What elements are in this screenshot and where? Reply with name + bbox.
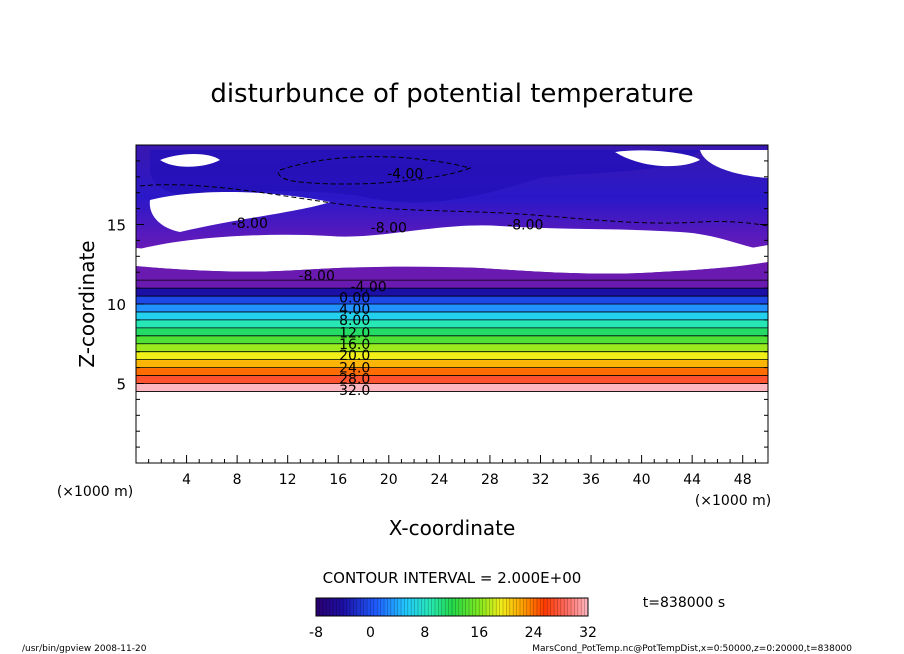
footer-right: MarsCond_PotTemp.nc@PotTempDist,x=0:5000…: [532, 644, 852, 654]
contour-label-8: 8.00: [339, 313, 370, 329]
y-tick-label: 10: [107, 296, 126, 314]
x-tick-label: 48: [734, 472, 752, 488]
x-tick-label: 8: [233, 472, 242, 488]
color-band-0: [136, 383, 768, 392]
colorbar-tick-label: -8: [309, 625, 323, 641]
contour-label-0: -4.00: [387, 167, 423, 183]
contour-label-12: 24.0: [339, 361, 370, 377]
color-band-12: [136, 288, 768, 297]
x-tick-label: 44: [683, 472, 701, 488]
color-band-4: [136, 351, 768, 361]
contour-label-6: 0.00: [339, 291, 370, 307]
colorbar-stripes: [319, 598, 585, 616]
contour-label-1: -8.00: [232, 216, 268, 232]
contour-labels: -4.00-8.00 -8.00 -8.00-8.00-4.000.004.008.…: [232, 167, 544, 399]
x-axis-unit-left: (×1000 m): [57, 484, 133, 500]
x-axis-ticks: 4 8 12 16 20 24 28 32 36 40 44 48: [148, 455, 756, 488]
color-band-8: [136, 319, 768, 329]
contour-lines: [136, 279, 768, 392]
color-band-9: [136, 311, 768, 321]
colorbar-tick-label: 16: [470, 625, 488, 641]
contour-label-2: -8.00: [371, 221, 407, 237]
colorbar: [315, 597, 589, 617]
x-tick-label: 28: [481, 472, 499, 488]
colorbar-ticks: -8 0 8 16 24 32: [309, 625, 597, 641]
color-band-3: [136, 359, 768, 369]
x-tick-label: 24: [430, 472, 448, 488]
white-gap-upper: [149, 192, 330, 232]
colorbar-tick-label: 24: [525, 625, 543, 641]
x-axis-label: X-coordinate: [389, 516, 516, 540]
contour-label-14: 32.0: [339, 383, 370, 399]
color-band-11: [136, 296, 768, 305]
y-tick-label: 5: [116, 376, 126, 394]
white-gap-middle: [136, 225, 768, 274]
white-gap-corner: [700, 150, 768, 178]
dashed-contour-upper: [278, 156, 472, 185]
colorbar-tick-label: 8: [420, 625, 429, 641]
color-band-1: [136, 375, 768, 384]
y-tick-label: 15: [107, 217, 126, 235]
plot-area: -4.00-8.00 -8.00 -8.00-8.00-4.000.004.008.…: [136, 145, 768, 463]
time-label: t=838000 s: [643, 595, 725, 611]
contour-interval-text: CONTOUR INTERVAL = 2.000E+00: [323, 569, 582, 587]
contour-label-11: 20.0: [339, 348, 370, 364]
x-tick-label: 20: [380, 472, 398, 488]
colorbar-tick-label: 32: [579, 625, 597, 641]
x-tick-label: 4: [182, 472, 191, 488]
colorbar-tick-label: 0: [366, 625, 375, 641]
color-band-10: [136, 304, 768, 313]
color-band-5: [136, 343, 768, 353]
x-tick-label: 36: [582, 472, 600, 488]
contour-label-9: 12.0: [339, 326, 370, 342]
color-band-2: [136, 367, 768, 377]
footer-left: /usr/bin/gpview 2008-11-20: [22, 644, 147, 654]
color-band-7: [136, 327, 768, 337]
x-axis-unit-right: (×1000 m): [695, 493, 771, 509]
band-cold-fringe: [136, 262, 768, 288]
contour-label-7: 4.00: [339, 302, 370, 318]
contour-label-4: -8.00: [299, 268, 335, 284]
x-tick-label: 40: [633, 472, 651, 488]
y-axis-label: Z-coordinate: [75, 240, 99, 367]
color-band-6: [136, 335, 768, 345]
white-gap-left: [160, 154, 220, 167]
y-axis-ticks: 5 10 15: [107, 160, 768, 448]
x-tick-label: 32: [532, 472, 550, 488]
upper-cold-core: [150, 150, 700, 203]
chart-title: disturbunce of potential temperature: [210, 79, 693, 109]
x-tick-label: 12: [279, 472, 297, 488]
contour-label-5: -4.00: [350, 280, 386, 296]
contour-label-3: -8.00: [507, 218, 543, 234]
white-gap-upper-right: [615, 150, 700, 167]
dashed-contour-mid: [139, 184, 768, 227]
contour-label-10: 16.0: [339, 337, 370, 353]
x-tick-label: 16: [329, 472, 347, 488]
contour-label-13: 28.0: [339, 372, 370, 388]
